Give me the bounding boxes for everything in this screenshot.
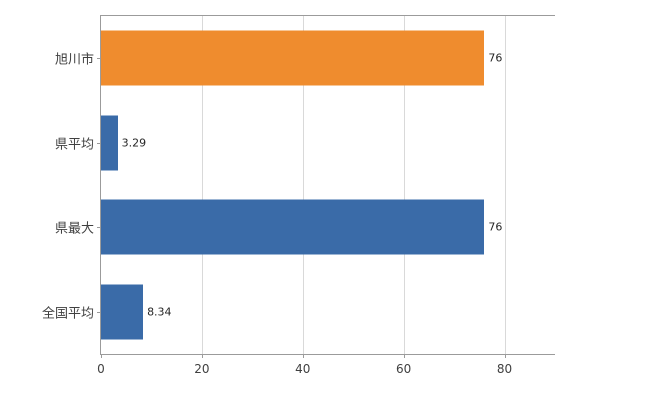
x-tick-mark bbox=[504, 354, 506, 358]
bar bbox=[101, 115, 118, 171]
x-tick-label: 40 bbox=[295, 362, 311, 376]
bar-value-label: 3.29 bbox=[121, 136, 147, 150]
category-label: 全国平均 bbox=[41, 306, 94, 322]
gridline bbox=[201, 16, 203, 354]
x-tick-label: 20 bbox=[194, 362, 210, 376]
plot-area: 旭川市 76 県平均 3.29 県最大 76 全国平均 8.34 0 20 40 60 80 bbox=[42, 15, 555, 376]
y-tick-mark bbox=[97, 58, 101, 60]
bar-value-label: 76 bbox=[488, 51, 503, 65]
x-tick-label: 60 bbox=[396, 362, 412, 376]
category-label: 県平均 bbox=[54, 137, 94, 153]
x-tick-label: 80 bbox=[496, 362, 513, 376]
x-tick-mark bbox=[403, 354, 405, 358]
category-label: 旭川市 bbox=[54, 52, 94, 68]
bar-row: 全国平均 8.34 bbox=[42, 270, 555, 355]
bar-rows: 旭川市 76 県平均 3.29 県最大 76 全国平均 8.34 bbox=[42, 16, 555, 355]
bar bbox=[101, 199, 485, 255]
gridline bbox=[302, 16, 304, 354]
bar bbox=[101, 284, 144, 340]
x-tick-label: 0 bbox=[97, 362, 105, 376]
bar-row: 旭川市 76 bbox=[55, 16, 555, 101]
x-tick-mark bbox=[101, 354, 102, 358]
bar-row: 県平均 3.29 bbox=[55, 101, 555, 186]
x-tick-mark bbox=[302, 354, 304, 358]
bar-value-label: 76 bbox=[488, 220, 503, 234]
bar-row: 県最大 76 bbox=[55, 185, 555, 270]
y-tick-mark bbox=[97, 142, 101, 144]
bar-value-label: 8.34 bbox=[147, 305, 172, 319]
category-label: 県最大 bbox=[54, 221, 94, 237]
bar bbox=[101, 30, 485, 86]
gridline bbox=[403, 16, 405, 354]
y-tick-mark bbox=[97, 311, 101, 313]
gridline bbox=[504, 16, 506, 354]
x-tick-mark bbox=[201, 354, 203, 358]
y-tick-mark bbox=[97, 227, 101, 229]
